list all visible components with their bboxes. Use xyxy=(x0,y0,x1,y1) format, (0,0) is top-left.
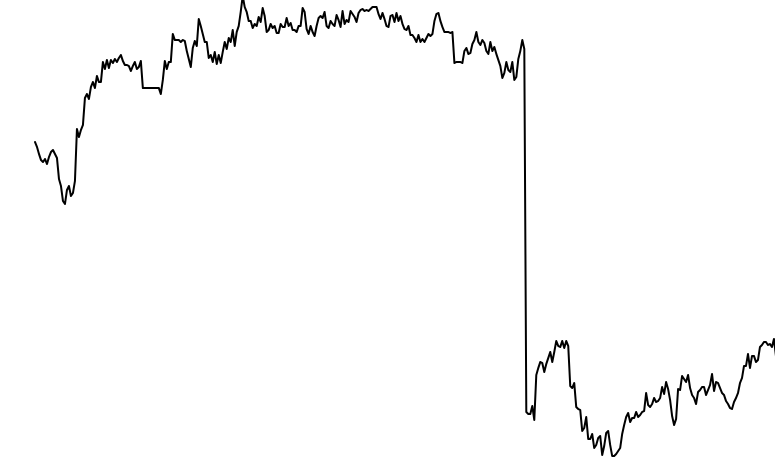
series-line-0 xyxy=(34,0,775,457)
